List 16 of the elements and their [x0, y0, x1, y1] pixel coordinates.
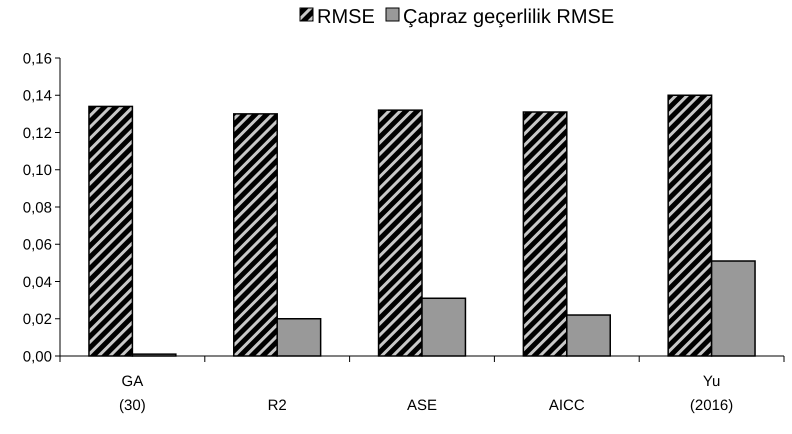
x-tick-label: R2 [268, 397, 287, 414]
legend-label: Çapraz geçerlilik RMSE [403, 6, 614, 28]
y-tick-label: 0,08 [22, 199, 52, 216]
y-tick-label: 0,06 [22, 236, 52, 254]
y-tick-label: 0,12 [22, 124, 52, 142]
y-tick-label: 0,14 [22, 88, 52, 104]
x-tick-label: GA (30) [119, 373, 146, 414]
y-tick-label: 0,16 [22, 50, 52, 68]
x-tick-label: ASE [406, 397, 438, 414]
x-tick-label: AICC [548, 397, 585, 414]
legend-label: RMSE [317, 6, 375, 28]
x-tick-label: Yu (2016) [690, 373, 734, 414]
y-tick-label: 0,02 [22, 311, 52, 328]
y-tick-label: 0,10 [22, 162, 52, 179]
y-tick-label: 0,00 [22, 348, 52, 366]
y-tick-label: 0,04 [22, 274, 52, 291]
